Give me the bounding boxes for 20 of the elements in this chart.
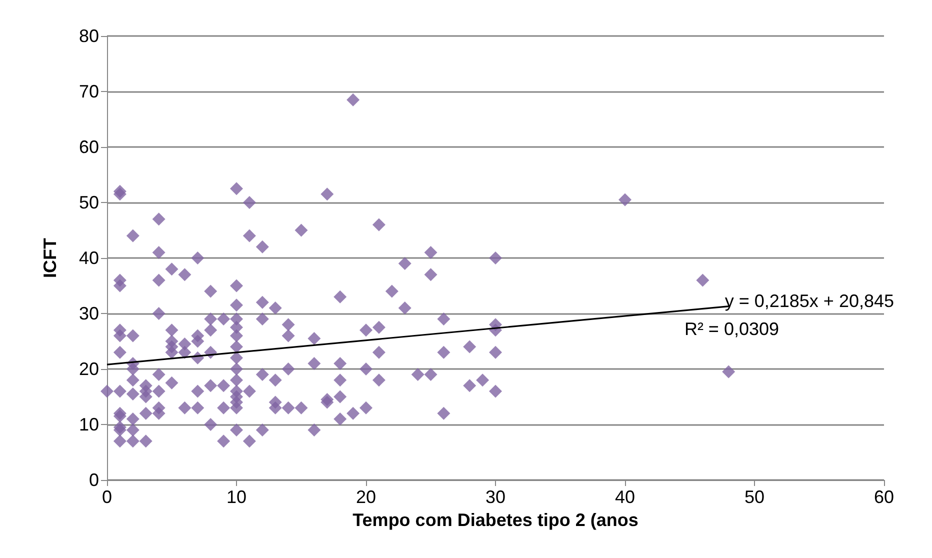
y-tick-label: 40 bbox=[78, 248, 99, 268]
x-tick-label: 50 bbox=[744, 487, 765, 507]
y-tick-label: 20 bbox=[78, 359, 99, 379]
x-tick-label: 0 bbox=[102, 487, 112, 507]
y-tick-label: 80 bbox=[78, 26, 99, 46]
x-tick-label: 10 bbox=[226, 487, 247, 507]
x-tick-label: 30 bbox=[485, 487, 506, 507]
y-axis-title: ICFT bbox=[40, 238, 60, 278]
annotation: y = 0,2185x + 20,845 bbox=[724, 291, 894, 311]
x-tick-label: 40 bbox=[614, 487, 636, 507]
x-tick-label: 60 bbox=[874, 487, 894, 507]
y-tick-label: 30 bbox=[78, 304, 99, 324]
y-tick-label: 10 bbox=[78, 414, 99, 434]
x-axis-title: Tempo com Diabetes tipo 2 (anos bbox=[352, 510, 638, 530]
y-tick-label: 70 bbox=[78, 82, 99, 102]
y-tick-label: 50 bbox=[78, 192, 99, 212]
y-tick-label: 60 bbox=[78, 137, 99, 157]
annotation: R² = 0,0309 bbox=[684, 319, 779, 339]
y-tick-label: 0 bbox=[88, 470, 99, 490]
x-tick-label: 20 bbox=[356, 487, 376, 507]
